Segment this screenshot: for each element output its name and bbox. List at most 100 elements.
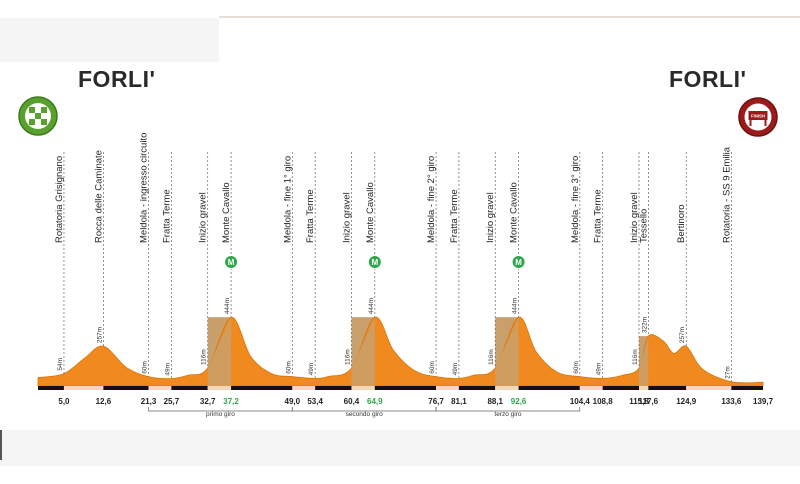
start-checkered-flag-icon xyxy=(18,96,58,136)
road-bar-segment xyxy=(148,386,172,390)
km-tick-label: 88,1 xyxy=(487,397,503,406)
road-bar-segment xyxy=(436,386,459,390)
road-bar-segment xyxy=(602,386,640,390)
waypoint-name: Meldola - ingresso circuito xyxy=(139,133,150,243)
gravel-sector-fill xyxy=(639,337,649,386)
waypoint-altitude: 116m xyxy=(632,349,639,365)
finish-city: FORLI' xyxy=(669,66,747,92)
waypoint-altitude: 60m xyxy=(285,361,292,374)
km-tick-label: 5,0 xyxy=(58,397,70,406)
waypoint-altitude: 257m xyxy=(679,327,686,343)
header-band xyxy=(0,18,219,62)
road-bar-segment xyxy=(231,386,293,390)
road-bar-segment xyxy=(351,386,375,390)
road-bar-segment xyxy=(103,386,149,390)
waypoint-name: Bertinoro xyxy=(676,204,687,243)
km-tick-label: 64,9 xyxy=(367,397,383,406)
road-bar-segment xyxy=(639,386,649,390)
lap-label: primo giro xyxy=(206,411,235,418)
km-tick-label: 76,7 xyxy=(428,397,444,406)
km-tick-label: 133,6 xyxy=(721,397,742,406)
waypoint-altitude: 116m xyxy=(201,349,208,365)
road-bar-segment xyxy=(207,386,232,390)
waypoint-name: Fratta Terme xyxy=(161,189,172,243)
road-bar-segment xyxy=(292,386,316,390)
waypoint-name: Inizio gravel xyxy=(341,192,352,243)
km-tick-label: 32,7 xyxy=(200,397,216,406)
road-bar-segment xyxy=(63,386,104,390)
kom-icon xyxy=(224,255,239,269)
waypoint-name: Tessello xyxy=(638,209,649,243)
km-tick-label: 92,6 xyxy=(511,397,527,406)
waypoint-name: Rotatoria Grisignano xyxy=(54,156,65,243)
km-tick-label: 139,7 xyxy=(753,397,774,406)
kom-icon xyxy=(511,255,526,269)
waypoint-altitude: 60m xyxy=(429,361,436,374)
road-bar-segment xyxy=(686,386,732,390)
road-bar-segment xyxy=(38,386,64,390)
waypoint-altitude: 444m xyxy=(368,298,375,314)
road-bar-segment xyxy=(315,386,352,390)
gravel-sector-fill xyxy=(207,317,232,386)
kom-icon-label: M xyxy=(228,258,235,267)
km-tick-label: 37,2 xyxy=(223,397,239,406)
waypoint-name: Meldola - fine 1° giro xyxy=(282,156,293,243)
footer-edge-mark xyxy=(0,430,2,460)
waypoint-altitude: 54m xyxy=(57,358,64,371)
waypoint-altitude: 60m xyxy=(573,361,580,374)
km-tick-label: 104,4 xyxy=(570,397,591,406)
waypoint-name: Rocca delle Caminate xyxy=(93,150,104,243)
waypoint-name: Fratta Terme xyxy=(593,189,604,243)
waypoint-altitude: 444m xyxy=(224,298,231,314)
lap-bracket xyxy=(435,407,581,412)
waypoint-altitude: 257m xyxy=(96,327,103,343)
km-tick-label: 21,3 xyxy=(141,397,157,406)
lap-label: secondo giro xyxy=(346,411,384,418)
waypoint-altitude: 60m xyxy=(142,361,149,374)
waypoint-name: Fratta Terme xyxy=(449,189,460,243)
km-tick-label: 12,6 xyxy=(96,397,112,406)
km-tick-label: 53,4 xyxy=(307,397,323,406)
km-tick-label: 60,4 xyxy=(344,397,360,406)
finish-sign-text: FINISH xyxy=(751,114,765,119)
waypoint-altitude: 49m xyxy=(308,363,315,376)
waypoint-name: Inizio gravel xyxy=(198,192,209,243)
gravel-sector-fill xyxy=(495,317,519,386)
km-tick-label: 81,1 xyxy=(451,397,467,406)
road-bar-segment xyxy=(648,386,687,390)
kom-icon xyxy=(367,255,382,269)
waypoint-altitude: 116m xyxy=(488,349,495,365)
lap-label: terzo giro xyxy=(494,411,521,418)
waypoint-altitude: 116m xyxy=(344,349,351,365)
km-tick-label: 115,8 xyxy=(629,397,649,406)
road-bar-segment xyxy=(374,386,437,390)
waypoint-altitude: 49m xyxy=(596,363,603,376)
road-bar-segment xyxy=(495,386,519,390)
kom-icon-label: M xyxy=(515,258,522,267)
waypoint-altitude: 49m xyxy=(452,363,459,376)
waypoint-name: Meldola - fine 3° giro xyxy=(570,156,581,243)
road-bar-segment xyxy=(171,386,208,390)
waypoint-name: Monte Cavallo xyxy=(221,182,232,243)
waypoint-altitude: 444m xyxy=(512,298,519,314)
km-tick-label: 117,6 xyxy=(639,397,659,406)
km-tick-label: 108,8 xyxy=(593,397,614,406)
waypoint-name: Fratta Terme xyxy=(305,189,316,243)
waypoint-name: Monte Cavallo xyxy=(509,182,520,243)
road-bar-segment xyxy=(518,386,580,390)
km-tick-label: 124,9 xyxy=(676,397,697,406)
gravel-sector-fill xyxy=(351,317,375,386)
km-tick-label: 25,7 xyxy=(164,397,180,406)
kom-icon-label: M xyxy=(371,258,378,267)
start-city: FORLI' xyxy=(78,66,156,92)
waypoint-name: Inizio gravel xyxy=(629,192,640,243)
km-tick-label: 49,0 xyxy=(285,397,301,406)
waypoint-altitude: 49m xyxy=(164,363,171,376)
waypoint-name: Monte Cavallo xyxy=(365,182,376,243)
road-bar-segment xyxy=(579,386,603,390)
waypoint-name: Meldola - fine 2° giro xyxy=(426,156,437,243)
profile-area xyxy=(37,316,764,387)
header-rule xyxy=(219,16,800,18)
road-bar-segment xyxy=(458,386,496,390)
waypoint-name: Inizio gravel xyxy=(485,192,496,243)
